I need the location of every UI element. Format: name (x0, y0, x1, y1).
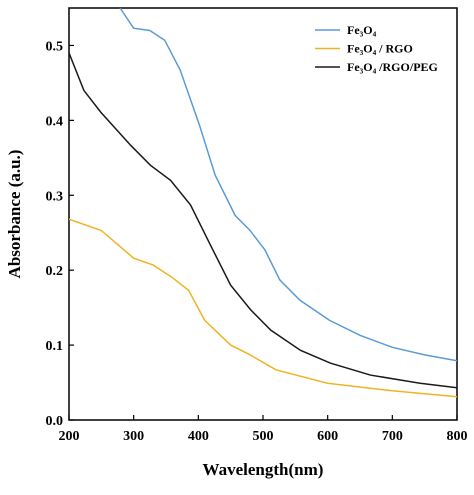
y-tick-label: 0.1 (46, 339, 64, 354)
y-tick-label: 0.3 (46, 189, 64, 204)
y-tick-label: 0.5 (46, 39, 64, 54)
y-tick-label: 0.2 (46, 264, 64, 279)
y-tick-label: 0.4 (46, 114, 64, 129)
x-tick-label: 200 (59, 429, 80, 444)
x-tick-label: 800 (447, 429, 468, 444)
x-tick-label: 500 (253, 429, 274, 444)
x-tick-label: 700 (382, 429, 403, 444)
legend-label: Fe₃O₄ (347, 23, 377, 37)
x-tick-label: 300 (123, 429, 144, 444)
data-line (69, 52, 457, 389)
x-tick-label: 400 (188, 429, 209, 444)
legend-label: Fe₃O₄ /RGO/PEG (347, 60, 438, 74)
legend-label: Fe₃O₄ / RGO (347, 42, 413, 56)
plot (69, 8, 457, 398)
data-line (119, 8, 457, 362)
x-tick-label: 600 (317, 429, 338, 444)
data-line (69, 218, 457, 398)
y-tick-label: 0.0 (46, 414, 64, 429)
y-axis-label: Absorbance (a.u.) (5, 150, 24, 279)
x-axis-label: Wavelength(nm) (203, 460, 324, 479)
